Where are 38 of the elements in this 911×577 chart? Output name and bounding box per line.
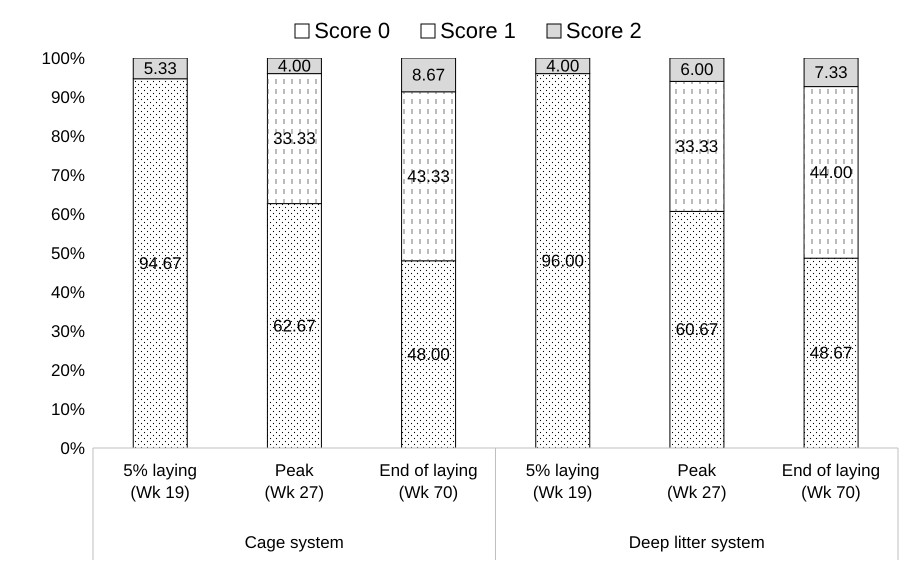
y-tick-label: 20% [50, 361, 85, 380]
y-tick-label: 60% [50, 205, 85, 224]
data-label: 6.00 [680, 60, 714, 80]
data-label: 60.67 [676, 320, 718, 340]
data-label: 43.33 [407, 166, 450, 186]
data-label: 33.33 [676, 136, 718, 156]
data-label: 44.00 [810, 162, 852, 182]
data-label: 62.67 [273, 316, 316, 336]
y-tick-label: 100% [42, 49, 85, 68]
text: Cage system [244, 533, 344, 552]
y-tick-label: 0% [60, 439, 85, 458]
x-tick-label: Peak (Wk 27) [264, 461, 324, 502]
data-label: 96.00 [541, 251, 584, 270]
x-tick-label: End of laying (Wk 70) [379, 461, 478, 502]
legend-label: Score 1 [439, 18, 516, 44]
data-label: 4.00 [278, 56, 311, 76]
data-label: 48.67 [810, 344, 852, 363]
data-label: 5.33 [144, 58, 177, 78]
y-tick-label: 50% [50, 244, 85, 264]
y-tick-label: 80% [50, 127, 85, 146]
y-tick-label: 90% [50, 88, 85, 108]
x-tick-label: Peak (Wk 27) [667, 461, 726, 502]
x-tick-label: End of laying (Wk 70) [782, 461, 880, 502]
y-tick-label: 30% [50, 322, 85, 342]
data-label: 48.00 [407, 344, 450, 364]
y-tick-label: 70% [50, 166, 85, 186]
data-label: 4.00 [546, 56, 580, 76]
data-label: 7.33 [814, 62, 848, 82]
data-label: 8.67 [412, 65, 446, 84]
x-tick-label: 5% laying (Wk 19) [526, 461, 600, 502]
x-tick-label: 5% laying (Wk 19) [123, 461, 197, 502]
legend-label: Score 2 [564, 18, 642, 44]
y-tick-label: 10% [50, 400, 85, 420]
text: Deep litter system [628, 533, 765, 552]
legend-label: Score 0 [313, 18, 390, 44]
y-tick-label: 40% [50, 283, 85, 302]
data-label: 94.67 [138, 254, 182, 273]
data-label: 33.33 [273, 129, 316, 148]
